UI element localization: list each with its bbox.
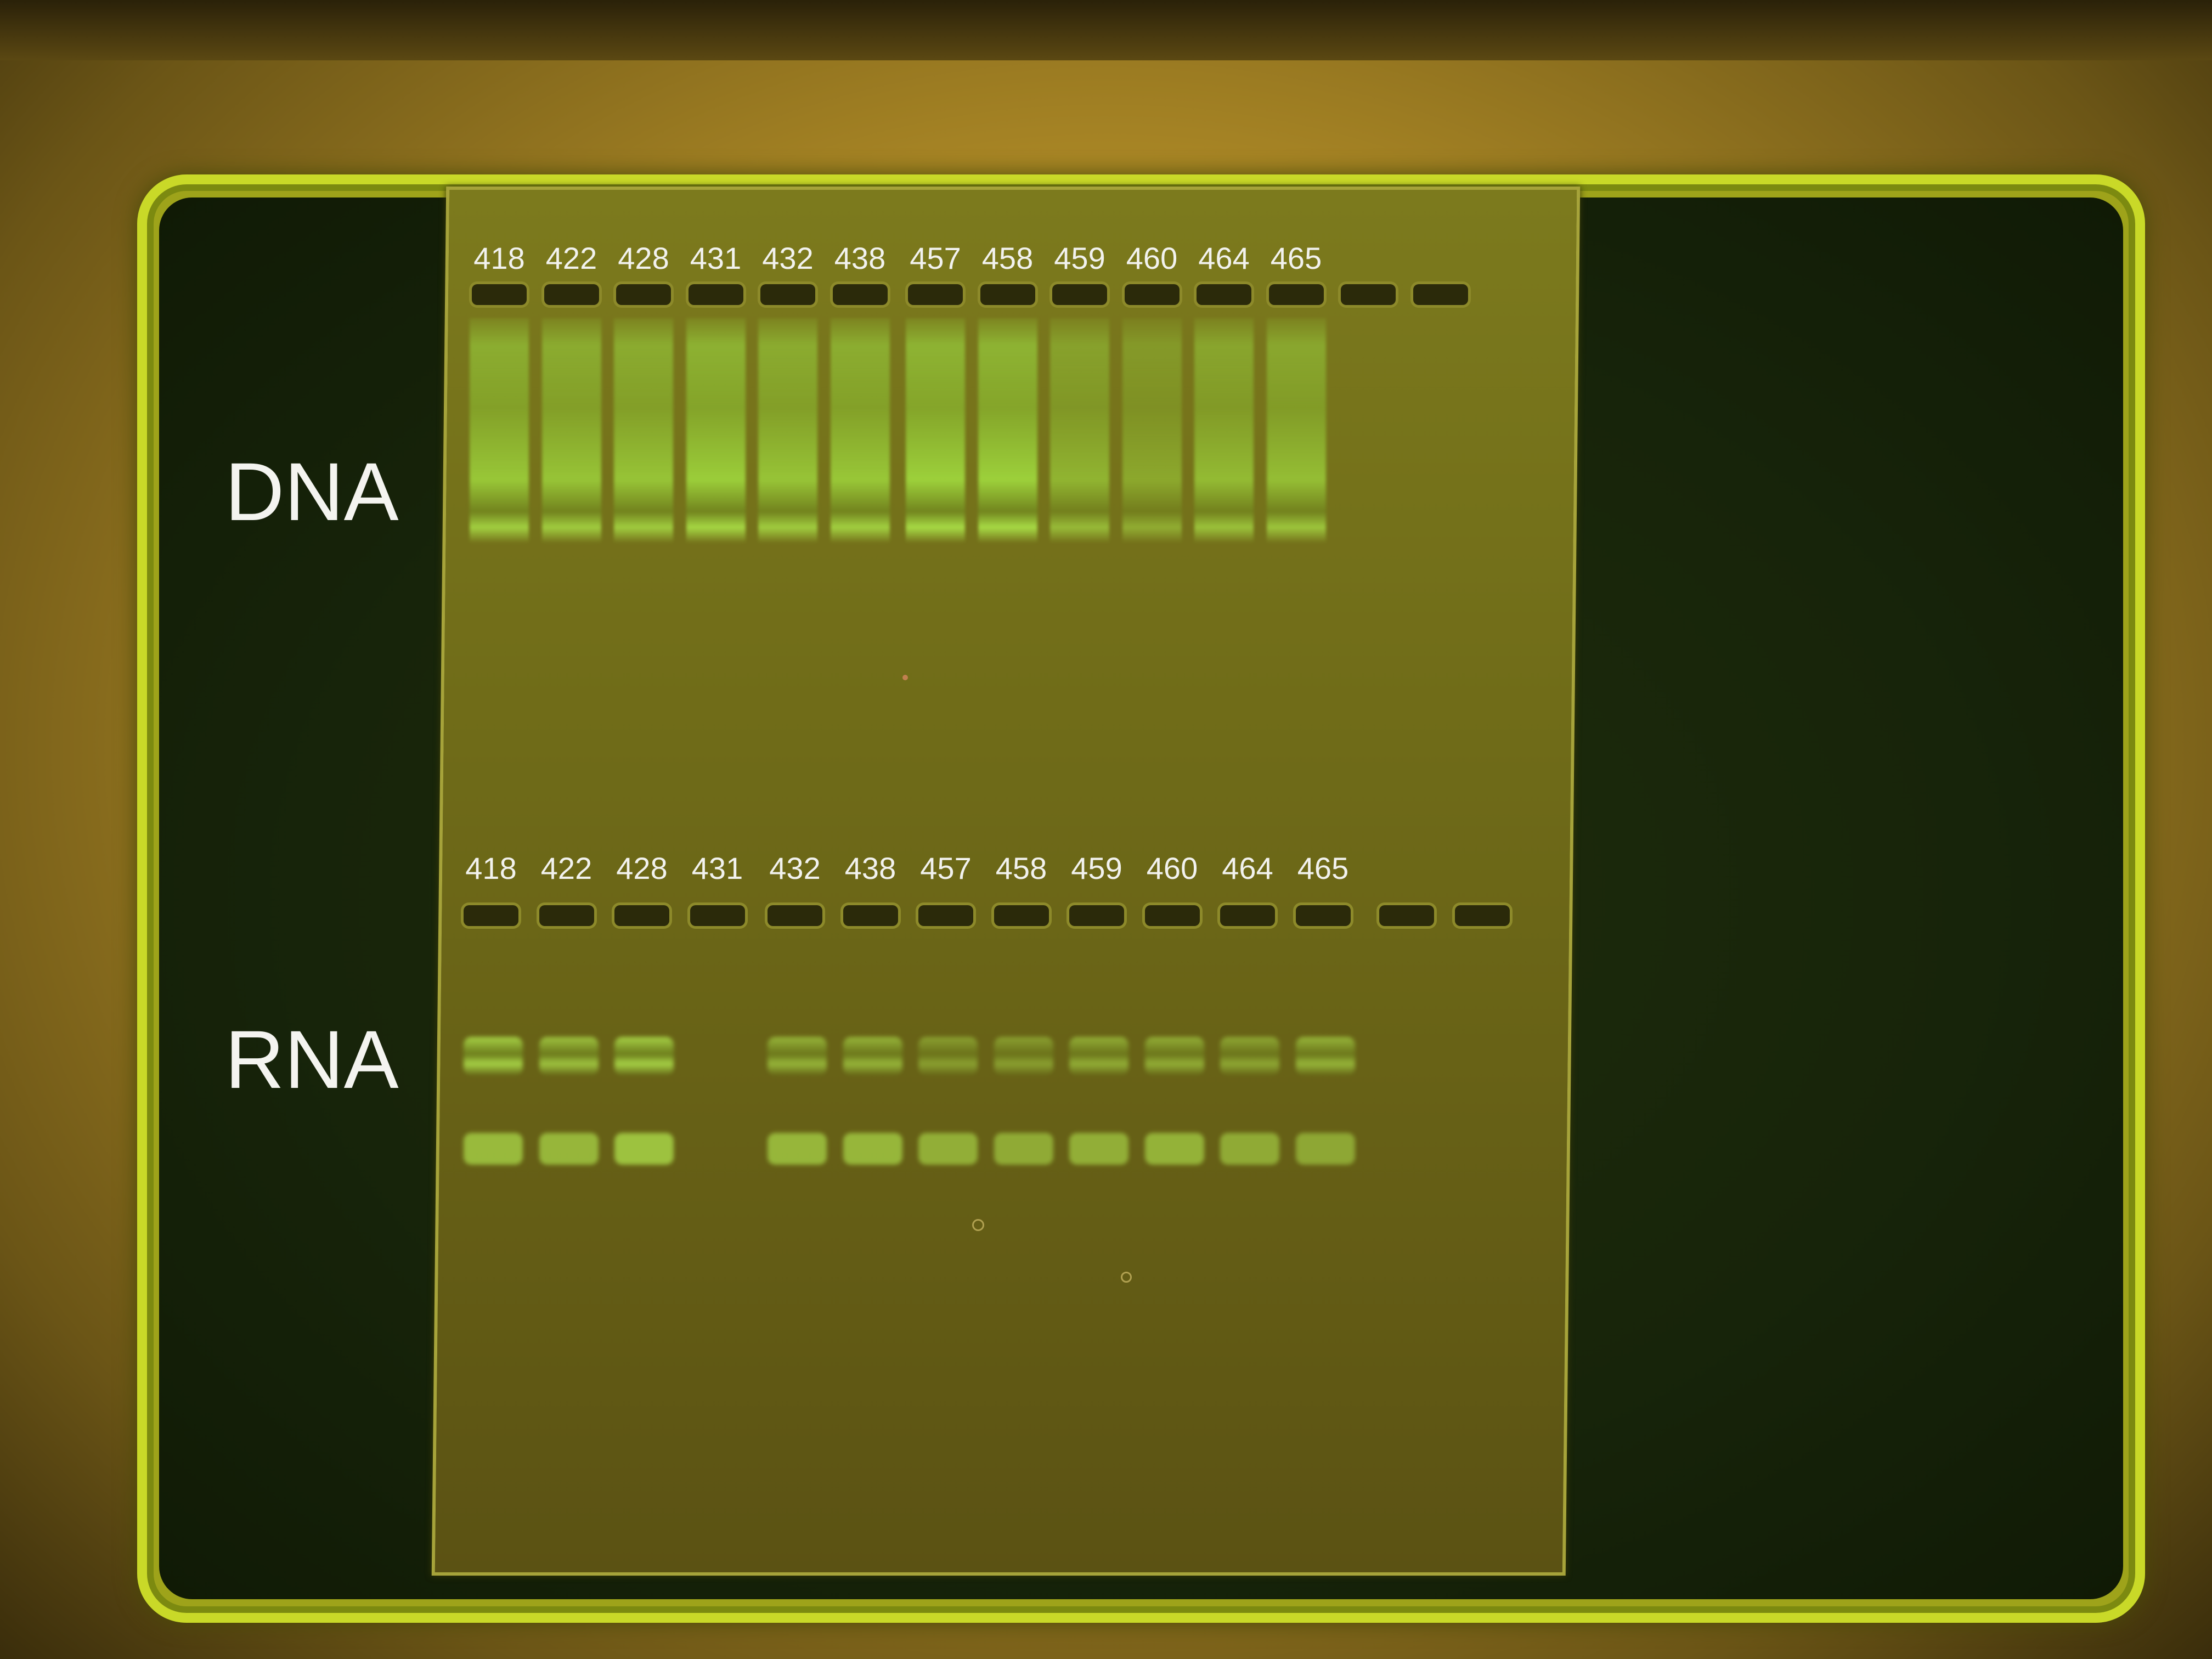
- lane-label-rna: 431: [691, 851, 743, 885]
- dna-lane-smear: [830, 318, 890, 543]
- rna-band-lower: [539, 1133, 599, 1165]
- rna-well: [843, 905, 898, 926]
- dna-lane-smear: [541, 318, 601, 543]
- lane-label-dna: 460: [1126, 241, 1178, 275]
- gel-speck: [902, 675, 908, 680]
- lane-label-dna: 464: [1198, 241, 1250, 275]
- rna-band-lower: [843, 1133, 902, 1165]
- lane-label-rna: 438: [844, 851, 896, 885]
- rna-band-upper: [1295, 1037, 1355, 1075]
- lane-label-rna: 457: [920, 851, 972, 885]
- lane-label-dna: 431: [690, 241, 742, 275]
- lane-label-rna: 460: [1146, 851, 1198, 885]
- dna-lane-smear: [978, 318, 1037, 543]
- lane-label-dna: 418: [473, 241, 525, 275]
- rna-well: [464, 905, 518, 926]
- rna-well: [1379, 905, 1434, 926]
- rna-band-upper: [614, 1037, 674, 1075]
- lane-label-dna: 438: [834, 241, 886, 275]
- rna-band-upper: [1144, 1037, 1204, 1075]
- lane-label-dna: 465: [1270, 241, 1322, 275]
- rna-band-upper: [464, 1037, 523, 1075]
- gel-speck: [972, 1219, 984, 1231]
- rna-band-upper: [1220, 1037, 1279, 1075]
- rna-well: [539, 905, 594, 926]
- rna-band-lower: [1144, 1133, 1204, 1165]
- rna-band-lower: [1220, 1133, 1279, 1165]
- lane-label-dna: 428: [618, 241, 669, 275]
- lane-label-dna: 457: [910, 241, 961, 275]
- lane-label-rna: 465: [1297, 851, 1349, 885]
- rna-band-upper: [843, 1037, 902, 1075]
- dna-well: [472, 284, 527, 305]
- rna-band-lower: [464, 1133, 523, 1165]
- lane-label-rna: 422: [540, 851, 592, 885]
- rna-well: [768, 905, 822, 926]
- rna-band-upper: [539, 1037, 599, 1075]
- rna-band-lower: [1069, 1133, 1128, 1165]
- dna-well: [1197, 284, 1251, 305]
- rna-well: [918, 905, 973, 926]
- lane-label-dna: 459: [1054, 241, 1105, 275]
- dna-well: [688, 284, 743, 305]
- dna-lane-smear: [1194, 318, 1254, 543]
- rna-well: [1295, 905, 1351, 926]
- dna-well: [544, 284, 599, 305]
- rna-band-upper: [918, 1037, 978, 1075]
- dna-well: [616, 284, 671, 305]
- rna-band-lower: [918, 1133, 978, 1165]
- rna-well: [1454, 905, 1510, 926]
- dna-lane-smear: [614, 318, 673, 543]
- rna-band-upper: [1069, 1037, 1128, 1075]
- dna-lane-smear: [686, 318, 746, 543]
- lane-label-dna: 458: [981, 241, 1034, 275]
- dna-lane-smear: [1266, 318, 1326, 543]
- dna-well: [980, 284, 1035, 305]
- lane-label-rna: 432: [769, 851, 821, 885]
- dna-well: [760, 284, 815, 305]
- dna-lane-smear: [1122, 318, 1182, 543]
- rna-well: [1069, 905, 1124, 926]
- rna-well: [690, 905, 745, 926]
- transilluminator-rim: [0, 0, 2212, 60]
- lane-label-rna: 459: [1071, 851, 1122, 885]
- rna-label: RNA: [225, 1013, 399, 1105]
- lane-label-dna: 432: [762, 241, 814, 275]
- dna-well: [1052, 284, 1107, 305]
- dna-lane-smear: [758, 318, 817, 543]
- dna-lane-smear: [470, 318, 529, 543]
- lane-label-dna: 422: [545, 241, 597, 275]
- dna-well: [1124, 284, 1180, 305]
- rna-band-lower: [1295, 1133, 1355, 1165]
- lane-label-rna: 418: [465, 851, 517, 885]
- gel-speck: [1121, 1272, 1132, 1283]
- rna-band-lower: [614, 1133, 674, 1165]
- rna-well: [1220, 905, 1275, 926]
- rna-band-upper: [768, 1037, 827, 1075]
- lane-label-rna: 458: [995, 851, 1047, 885]
- rna-band-lower: [768, 1133, 827, 1165]
- dna-well: [1413, 284, 1468, 305]
- rna-well: [1144, 905, 1200, 926]
- rna-band-upper: [994, 1037, 1053, 1075]
- dna-label: DNA: [225, 445, 399, 538]
- rna-well: [614, 905, 669, 926]
- dna-well: [908, 284, 963, 305]
- dna-lane-smear: [1050, 318, 1109, 543]
- dna-lane-smear: [906, 318, 965, 543]
- dna-well: [832, 284, 888, 305]
- dna-well: [1341, 284, 1396, 305]
- rna-band-lower: [994, 1133, 1053, 1165]
- lane-label-rna: 428: [616, 851, 668, 885]
- rna-well: [994, 905, 1049, 926]
- dna-well: [1268, 284, 1324, 305]
- lane-label-rna: 464: [1222, 851, 1273, 885]
